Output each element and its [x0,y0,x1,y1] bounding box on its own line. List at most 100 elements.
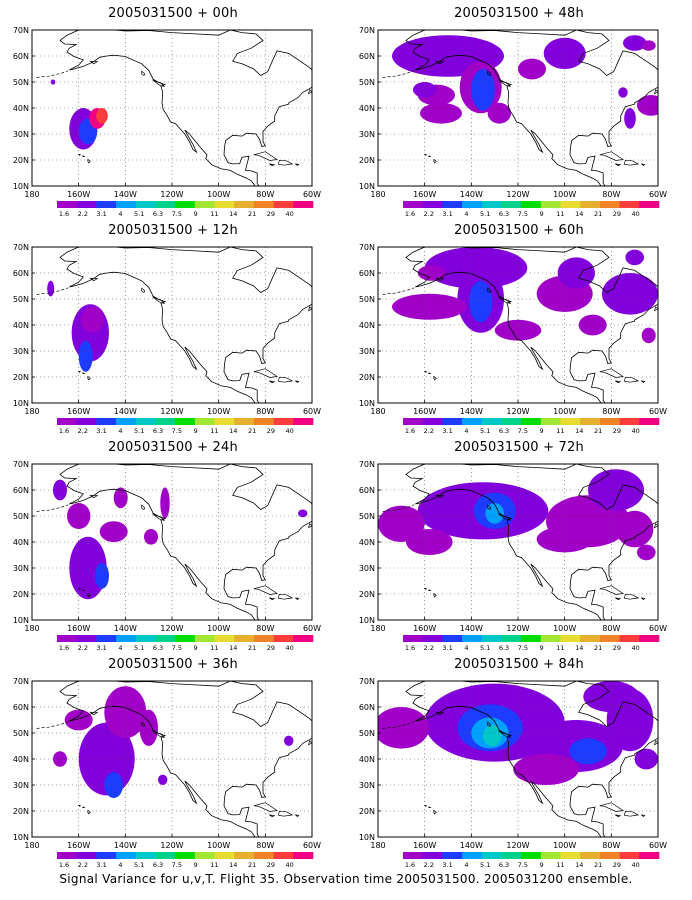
island-outline [615,163,622,167]
lon-tick-label: 160W [413,841,436,850]
colorbar-label: 11 [556,861,564,868]
colorbar-swatch [599,201,620,208]
colorbar-swatch [540,201,561,208]
aleutian-islands [36,287,69,295]
lon-tick-label: 80W [256,190,274,199]
colorbar-label: 6.3 [153,210,163,217]
aleutian-islands [36,721,69,729]
variance-contour [583,681,640,713]
coastline [405,30,658,186]
colorbar-swatch [540,418,561,425]
lat-tick-label: 10N [13,399,29,408]
colorbar-label: 1.6 [59,427,69,434]
colorbar-swatch [96,201,117,208]
lat-tick-label: 70N [359,243,375,252]
variance-contour [588,469,644,511]
colorbar-swatch [403,201,423,208]
lat-tick-label: 10N [13,182,29,191]
colorbar-label: 2.2 [78,427,88,434]
colorbar-label: 9 [540,644,544,651]
island-outline [82,589,86,591]
colorbar-label: 40 [632,210,640,217]
lat-tick-label: 60N [359,269,375,278]
colorbar-swatch [194,201,215,208]
island-outline [423,804,427,807]
island-outline [487,70,492,77]
lon-tick-label: 120W [506,407,529,416]
island-outline [599,802,624,812]
colorbar-label: 29 [613,210,621,217]
lon-tick-label: 160W [67,190,90,199]
island-outline [623,376,640,383]
island-outline [307,740,312,746]
colorbar-label: 3.1 [442,861,452,868]
colorbar-label: 40 [286,210,294,217]
map-panel-00h: 2005031500 + 00h 70N 60N 50N 40N 30N 20N 10N 180… [0,0,346,217]
variance-contour [602,273,658,315]
colorbar-label: 21 [594,861,602,868]
colorbar-label: 5.1 [480,861,490,868]
lon-tick-label: 100W [207,841,230,850]
island-outline [487,287,492,294]
colorbar-label: 11 [210,861,218,868]
colorbar-swatch [234,418,255,425]
colorbar-swatch [293,418,314,425]
lat-tick-label: 40N [359,755,375,764]
colorbar-label: 40 [632,644,640,651]
colorbar-swatch [253,201,274,208]
island-outline [77,804,81,807]
panel-title: 2005031500 + 12h [108,223,238,238]
colorbar-swatch [560,201,581,208]
island-outline [89,494,99,499]
colorbar-label: 14 [229,210,237,217]
lat-tick-label: 30N [359,347,375,356]
colorbar-swatch [194,418,215,425]
island-outline [152,513,166,522]
colorbar-label: 40 [632,427,640,434]
colorbar-swatch [599,418,620,425]
colorbar-swatch [639,418,660,425]
panel-title: 2005031500 + 84h [454,657,584,672]
lon-tick-label: 100W [207,190,230,199]
colorbar-label: 11 [556,210,564,217]
island-outline [307,306,312,312]
lat-tick-label: 40N [359,321,375,330]
lat-tick-label: 10N [13,833,29,842]
lon-tick-label: 180 [24,190,39,199]
lon-tick-label: 60W [303,407,321,416]
colorbar-swatch [155,201,176,208]
variance-contour [624,108,636,129]
colorbar-swatch [580,201,601,208]
map-panel-12h: 2005031500 + 12h 70N 60N 50N 40N 30N 20N 10N 180… [0,217,346,434]
lat-tick-label: 40N [13,538,29,547]
lon-tick-label: 60W [649,624,667,633]
colorbar-swatch [501,852,522,859]
island-outline [653,740,658,746]
island-outline [253,368,278,378]
lon-tick-label: 60W [649,841,667,850]
colorbar-swatch [194,635,215,642]
lon-tick-label: 80W [602,841,620,850]
lon-tick-label: 160W [413,190,436,199]
lat-tick-label: 60N [13,703,29,712]
island-outline [307,89,312,95]
variance-contour [471,69,495,111]
colorbar-label: 29 [613,427,621,434]
variance-contour [494,319,542,341]
colorbar-label: 21 [248,210,256,217]
island-outline [89,711,99,716]
coastline [59,30,312,186]
variance-contour [417,265,446,281]
lat-tick-label: 70N [359,26,375,35]
colorbar-label: 7.5 [172,861,182,868]
colorbar-label: 6.3 [499,861,509,868]
colorbar-label: 9 [194,427,198,434]
colorbar-swatch [76,635,97,642]
island-outline [641,597,646,600]
lat-tick-label: 20N [359,373,375,382]
colorbar-swatch [253,852,274,859]
lat-tick-label: 40N [13,104,29,113]
colorbar-swatch [214,418,235,425]
